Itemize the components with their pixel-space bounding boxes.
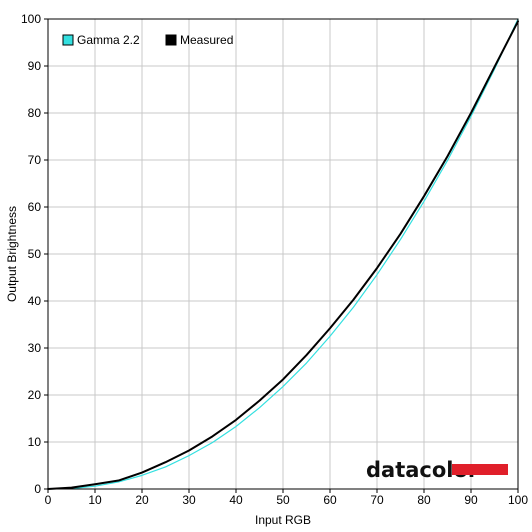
- y-tick-label: 20: [28, 388, 42, 402]
- series-line-gamma: [47, 18, 519, 490]
- y-tick-label: 30: [28, 341, 42, 355]
- y-tick-label: 10: [28, 435, 42, 449]
- x-tick-label: 0: [45, 493, 52, 507]
- y-tick-label: 60: [28, 200, 42, 214]
- x-tick-label: 60: [323, 493, 337, 507]
- x-tick-label: 10: [88, 493, 102, 507]
- y-tick-label: 40: [28, 294, 42, 308]
- legend-label-measured: Measured: [180, 33, 233, 47]
- datacolor-logo: datacolor: [366, 458, 508, 482]
- grid-lines: [48, 19, 518, 489]
- x-tick-label: 40: [229, 493, 243, 507]
- legend-swatch-measured: [165, 34, 177, 46]
- x-tick-label: 100: [508, 493, 528, 507]
- series-line-measured: [47, 20, 519, 490]
- x-tick-label: 90: [464, 493, 478, 507]
- x-axis-title: Input RGB: [255, 513, 311, 527]
- x-tick-label: 80: [417, 493, 431, 507]
- y-tick-label: 70: [28, 153, 42, 167]
- y-tick-label: 100: [21, 12, 41, 26]
- legend-swatch-gamma: [62, 34, 74, 46]
- x-tick-label: 20: [135, 493, 149, 507]
- y-tick-label: 50: [28, 247, 42, 261]
- x-tick-label: 70: [370, 493, 384, 507]
- x-tick-label: 30: [182, 493, 196, 507]
- y-axis-title: Output Brightness: [5, 206, 19, 302]
- y-tick-label: 80: [28, 106, 42, 120]
- x-tick-label: 50: [276, 493, 290, 507]
- datacolor-logo-bar: [452, 464, 508, 475]
- legend-item-gamma: Gamma 2.2: [62, 33, 140, 47]
- axis-ticks: 0 10 20 30 40 50 60 70 80 90 100 0 10 20 30 40 50 60 70 80 9…: [21, 12, 528, 507]
- y-tick-label: 90: [28, 59, 42, 73]
- y-tick-label: 0: [34, 482, 41, 496]
- legend-label-gamma: Gamma 2.2: [77, 33, 140, 47]
- legend-item-measured: Measured: [165, 33, 233, 47]
- series-lines: [47, 18, 519, 490]
- legend: Gamma 2.2 Measured: [62, 33, 233, 47]
